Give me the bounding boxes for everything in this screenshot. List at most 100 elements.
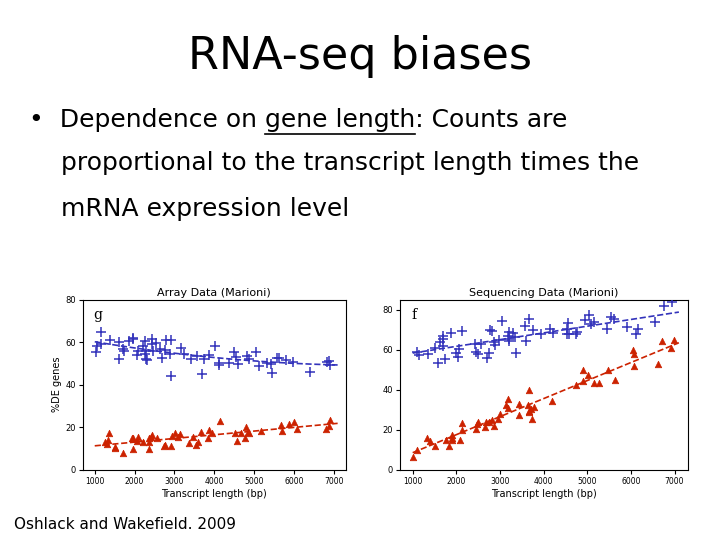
Point xyxy=(562,319,574,327)
Point xyxy=(143,434,155,443)
Point xyxy=(561,330,572,339)
Point xyxy=(109,444,120,453)
Point xyxy=(503,334,515,343)
Point xyxy=(469,340,481,349)
Point xyxy=(487,416,498,424)
Point xyxy=(438,332,449,340)
Point xyxy=(95,340,107,349)
Point xyxy=(275,421,287,429)
Point xyxy=(433,338,445,347)
Point xyxy=(203,350,215,359)
Point xyxy=(159,441,171,449)
Point xyxy=(140,349,151,358)
Point xyxy=(503,328,514,336)
Point xyxy=(424,436,436,445)
Point xyxy=(440,436,451,444)
Point xyxy=(580,316,591,325)
X-axis label: Transcript length (bp): Transcript length (bp) xyxy=(161,489,267,498)
Point xyxy=(179,350,190,359)
Point xyxy=(251,348,262,356)
Point xyxy=(562,325,573,333)
Point xyxy=(432,359,444,367)
Point xyxy=(523,407,535,416)
Point xyxy=(132,433,143,442)
Point xyxy=(127,334,138,343)
Point xyxy=(166,372,177,380)
Point xyxy=(243,355,255,363)
Point xyxy=(113,355,125,364)
Point xyxy=(127,433,139,442)
Point xyxy=(628,350,639,359)
Point xyxy=(475,340,487,348)
Point xyxy=(99,437,111,446)
Point xyxy=(547,329,559,338)
Point xyxy=(160,345,171,354)
Point xyxy=(456,418,468,427)
Point xyxy=(473,350,485,359)
Point xyxy=(155,345,166,353)
Point xyxy=(423,349,434,358)
Point xyxy=(150,434,162,442)
Point xyxy=(188,433,199,442)
Point xyxy=(630,330,642,339)
Point xyxy=(165,336,176,345)
Point xyxy=(513,411,524,420)
Point xyxy=(104,429,115,438)
Point xyxy=(486,327,498,335)
Point xyxy=(139,337,150,346)
Text: mRNA expression level: mRNA expression level xyxy=(29,197,349,221)
Point xyxy=(140,355,152,363)
Point xyxy=(198,355,210,363)
Point xyxy=(91,341,103,350)
Point xyxy=(145,433,157,441)
Point xyxy=(232,360,243,368)
Point xyxy=(525,405,536,414)
Point xyxy=(509,333,521,342)
Point xyxy=(104,335,115,344)
Point xyxy=(137,342,148,350)
Point xyxy=(480,422,491,431)
Point xyxy=(411,348,423,356)
Point xyxy=(240,423,251,431)
Point xyxy=(469,347,481,356)
Point xyxy=(437,335,449,343)
Point xyxy=(526,415,538,424)
Point xyxy=(602,366,613,374)
Point xyxy=(658,302,670,310)
Point xyxy=(127,445,139,454)
Point xyxy=(190,441,202,449)
Title: Array Data (Marioni): Array Data (Marioni) xyxy=(158,287,271,298)
Point xyxy=(213,359,225,367)
Point xyxy=(140,347,151,355)
Point xyxy=(166,432,178,441)
Point xyxy=(207,429,218,437)
Point xyxy=(143,437,155,446)
Point xyxy=(523,407,535,416)
Point xyxy=(570,329,582,338)
Point xyxy=(572,327,583,336)
Point xyxy=(324,415,336,424)
Point xyxy=(481,354,492,363)
Point xyxy=(488,421,500,430)
Point xyxy=(183,439,194,448)
Point xyxy=(324,361,336,369)
Point xyxy=(495,410,506,418)
X-axis label: Transcript length (bp): Transcript length (bp) xyxy=(491,489,596,498)
Point xyxy=(500,401,511,410)
Point xyxy=(583,311,595,320)
Point xyxy=(519,322,531,331)
Point xyxy=(143,445,155,454)
Point xyxy=(523,315,535,323)
Point xyxy=(649,318,660,327)
Point xyxy=(113,338,125,346)
Point xyxy=(117,344,129,353)
Point xyxy=(323,357,335,366)
Point xyxy=(456,327,468,335)
Point xyxy=(503,395,514,403)
Text: f: f xyxy=(411,308,416,322)
Point xyxy=(588,318,599,326)
Point xyxy=(160,335,171,344)
Point xyxy=(411,446,423,454)
Point xyxy=(202,434,214,442)
Point xyxy=(164,349,176,358)
